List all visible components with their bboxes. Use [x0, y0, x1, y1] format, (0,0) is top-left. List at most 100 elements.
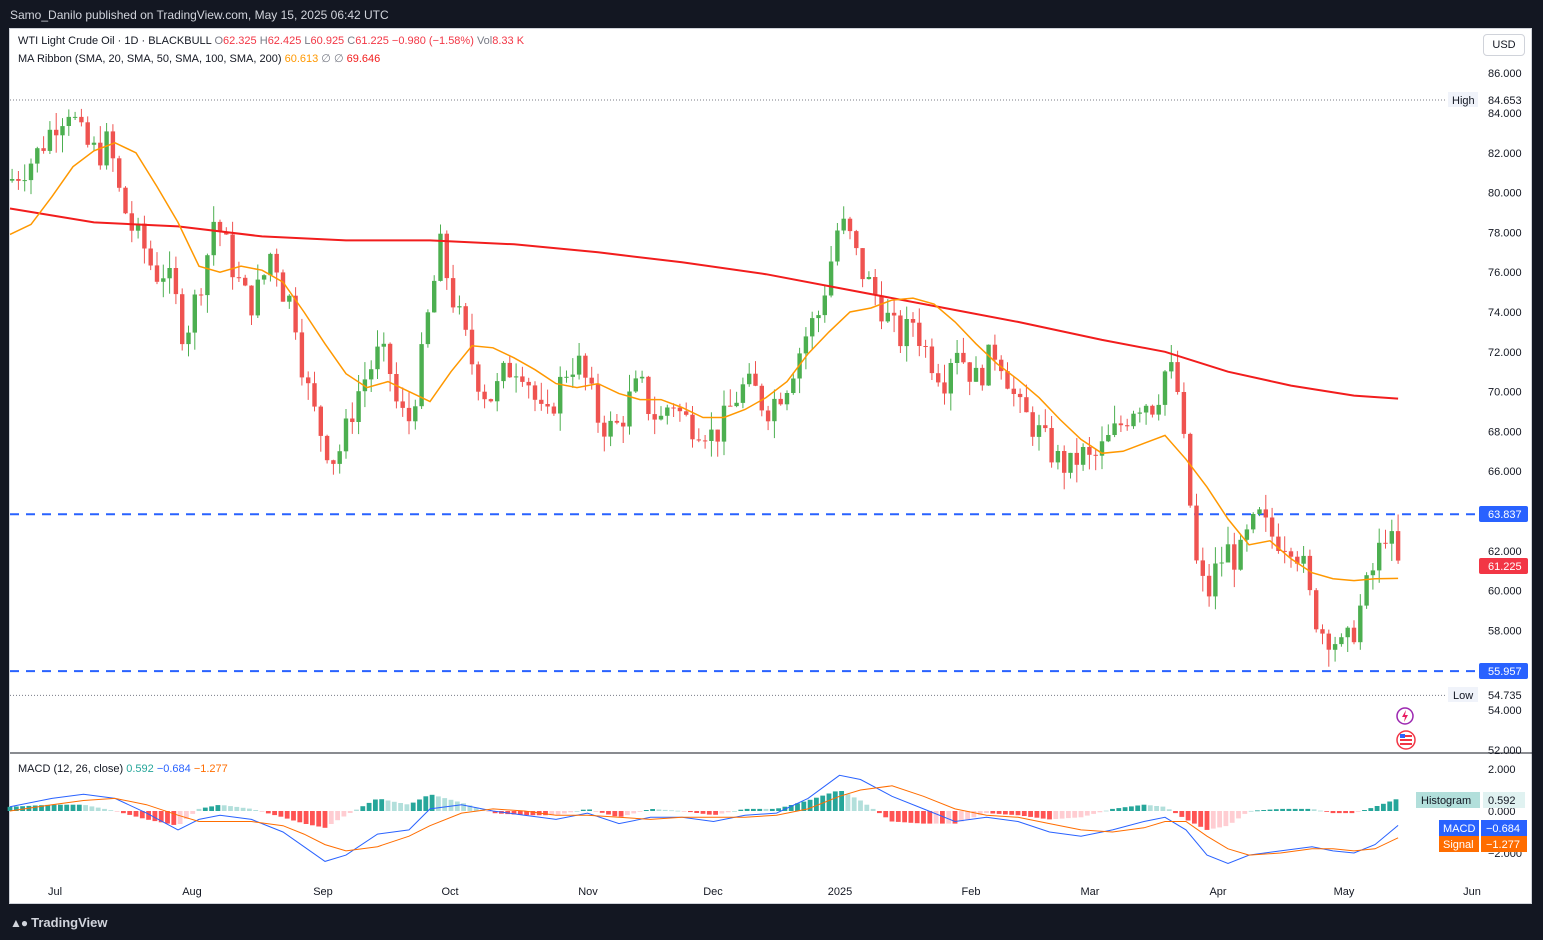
candle: [1345, 626, 1350, 652]
candle: [154, 252, 160, 285]
candle: [1282, 536, 1287, 564]
ma-ribbon-legend: MA Ribbon (SMA, 20, SMA, 50, SMA, 100, S…: [18, 52, 380, 65]
histogram-bar: [952, 811, 958, 824]
price-tick-0: 86.000: [1488, 68, 1522, 80]
histogram-bar: [1374, 806, 1380, 811]
histogram-bar: [618, 811, 624, 817]
candle: [1043, 409, 1048, 433]
histogram-bar: [177, 811, 183, 824]
candle: [639, 370, 645, 383]
histogram-bar: [253, 810, 259, 811]
histogram-bar: [1255, 810, 1260, 812]
histogram-bar: [7, 806, 13, 811]
time-label-8: Mar: [1081, 886, 1100, 898]
candle: [450, 264, 456, 313]
candle: [495, 373, 500, 412]
histogram-bar: [1198, 811, 1204, 827]
candle: [1024, 384, 1029, 413]
event-icon-us-flag[interactable]: [1396, 730, 1416, 750]
candle-body: [520, 376, 525, 382]
candle-body: [747, 373, 752, 385]
macd-line: [9, 774, 1399, 865]
histogram-bar: [108, 810, 114, 811]
candle-body: [885, 312, 890, 322]
candle: [123, 186, 128, 215]
candle-body: [860, 248, 865, 280]
last-price-tag: 61.225: [1479, 558, 1528, 574]
candle-body: [400, 401, 405, 408]
symbol-name[interactable]: WTI Light Crude Oil · 1D · BLACKBULL: [18, 35, 212, 47]
candle-body: [791, 378, 796, 393]
candle: [243, 274, 248, 287]
candle: [236, 261, 242, 282]
candle: [1301, 546, 1306, 573]
candle-body: [249, 285, 254, 316]
candle: [558, 366, 563, 431]
candle-body: [828, 261, 834, 296]
candle: [41, 136, 46, 154]
time-label-0: Jul: [48, 886, 62, 898]
candle-body: [1080, 447, 1086, 465]
histogram-bar: [442, 798, 448, 811]
histogram-bar: [1204, 811, 1210, 830]
candle: [860, 248, 865, 288]
macd-label[interactable]: MACD (12, 26, close): [18, 763, 124, 775]
candle: [646, 375, 651, 421]
histogram-bar: [335, 811, 340, 821]
candle-body: [866, 277, 872, 280]
candle: [576, 343, 582, 380]
candle: [1244, 524, 1250, 552]
publish-bar: Samo_Danilo published on TradingView.com…: [0, 0, 1543, 28]
histogram-bar: [1160, 806, 1166, 811]
candles: [9, 108, 1401, 667]
ma-ribbon-label[interactable]: MA Ribbon (SMA, 20, SMA, 50, SMA, 100, S…: [18, 53, 282, 65]
candle-body: [658, 415, 664, 420]
candle-body: [419, 344, 424, 407]
high-tag-value: 84.653: [1488, 95, 1522, 107]
candle-body: [539, 399, 544, 404]
histogram-bar: [454, 801, 460, 811]
event-icon-lightning[interactable]: [1396, 707, 1414, 725]
candle: [1364, 572, 1369, 609]
candle-body: [1175, 362, 1180, 392]
candle: [1118, 415, 1124, 432]
candle: [274, 248, 279, 287]
candle-body: [495, 381, 500, 402]
candle-body: [1206, 575, 1212, 597]
price-axis-ticks[interactable]: 86.000 84.000 82.000 80.000 78.000 76.000 74.0…: [1488, 68, 1522, 757]
candle-body: [898, 315, 903, 347]
candle-body: [287, 295, 292, 302]
candle-body: [324, 435, 330, 461]
candle: [261, 274, 267, 285]
candle: [381, 332, 386, 362]
candle-body: [702, 440, 708, 442]
time-label-1: Aug: [182, 886, 202, 898]
candle: [1263, 494, 1268, 532]
candle: [173, 256, 179, 305]
candle: [1099, 426, 1105, 470]
candle-body: [684, 411, 689, 415]
candle: [986, 344, 991, 386]
candle-body: [1326, 633, 1331, 650]
candle: [217, 219, 223, 247]
macd-tag-label: MACD: [1443, 823, 1475, 835]
histogram-bar: [1324, 811, 1330, 812]
candle-body: [1269, 517, 1275, 537]
histogram-bar: [436, 796, 441, 811]
candle: [1150, 404, 1155, 418]
candle: [1225, 526, 1231, 563]
histogram-bar: [70, 804, 76, 811]
candle-body: [161, 278, 166, 282]
candle-body: [526, 381, 531, 386]
candle-body: [1251, 514, 1256, 530]
time-axis-labels[interactable]: Jul Aug Sep Oct Nov Dec 2025 Feb Mar Apr May Jun: [48, 886, 1481, 898]
currency-button[interactable]: USD: [1483, 34, 1525, 56]
candle-body: [425, 312, 431, 345]
histogram-bar: [64, 804, 70, 811]
tradingview-logo[interactable]: ▲● TradingView: [10, 915, 107, 930]
candle: [847, 216, 853, 240]
candle: [35, 146, 40, 173]
candle: [54, 113, 59, 153]
histogram-bar: [328, 811, 334, 824]
histogram-bar: [1135, 805, 1141, 811]
